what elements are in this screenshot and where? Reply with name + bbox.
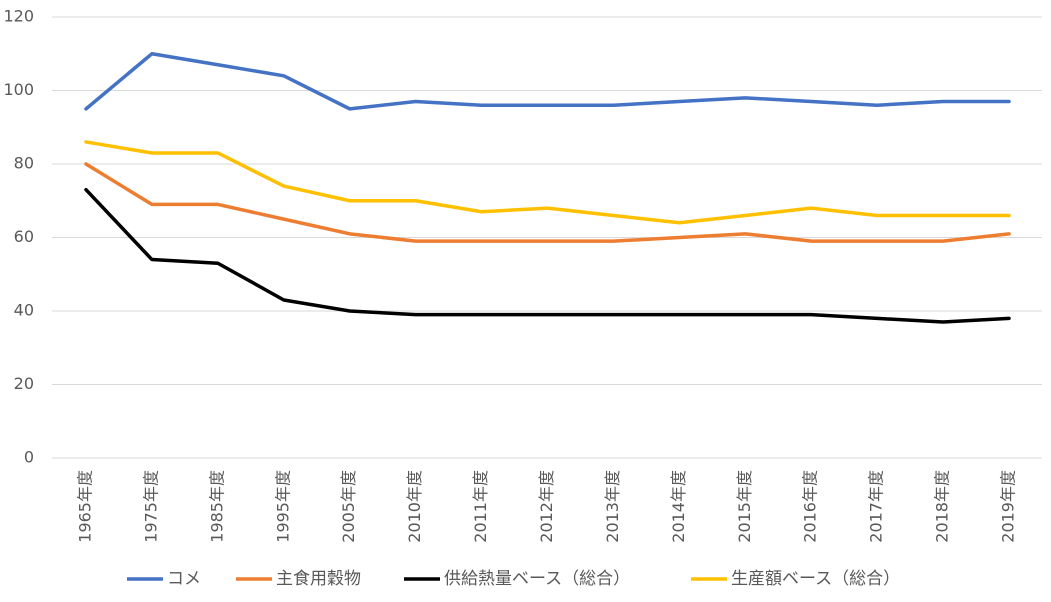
y-tick-label: 60 [14,227,34,246]
x-tick-label: 1985年度 [207,470,226,543]
series-line-1 [84,162,1011,243]
legend-label: コメ [167,569,201,589]
y-tick-label: 80 [14,154,34,173]
y-tick-label: 120 [3,7,34,26]
x-tick-label: 2016年度 [801,470,820,543]
y-tick-label: 100 [3,80,34,99]
x-tick-label: 1965年度 [76,470,95,543]
x-tick-label: 2005年度 [339,470,358,543]
x-tick-label: 2018年度 [933,470,952,543]
x-tick-label: 2019年度 [999,470,1018,543]
x-tick-label: 2013年度 [603,470,622,543]
x-tick-label: 1995年度 [273,470,292,543]
legend-label: 生産額ベース（総合） [731,569,900,589]
x-tick-label: 1975年度 [141,470,160,543]
x-tick-label: 2012年度 [537,470,556,543]
series-line-3 [84,140,1011,225]
series-line-2 [84,187,1011,324]
legend-label: 供給熱量ベース（総合） [444,569,630,589]
x-tick-label: 2014年度 [669,470,688,543]
y-tick-label: 40 [14,301,34,320]
x-tick-label: 2017年度 [867,470,886,543]
x-axis-ticks: 1965年度 1975年度 1985年度 1995年度 2005年度 2010年度 2011… [76,470,1018,543]
y-tick-label: 0 [24,448,34,467]
legend-label: 主食用穀物 [276,569,361,589]
x-tick-label: 2015年度 [735,470,754,543]
legend: コメ 主食用穀物 供給熱量ベース（総合） 生産額ベース（総合） [127,569,900,589]
x-tick-label: 2011年度 [471,470,490,543]
series-lines [84,52,1011,324]
y-axis-ticks: 0 20 40 60 80 100 120 [3,7,34,467]
x-tick-label: 2010年度 [405,470,424,543]
y-tick-label: 20 [14,374,34,393]
series-line-0 [84,52,1011,111]
gridlines [52,16,1042,459]
